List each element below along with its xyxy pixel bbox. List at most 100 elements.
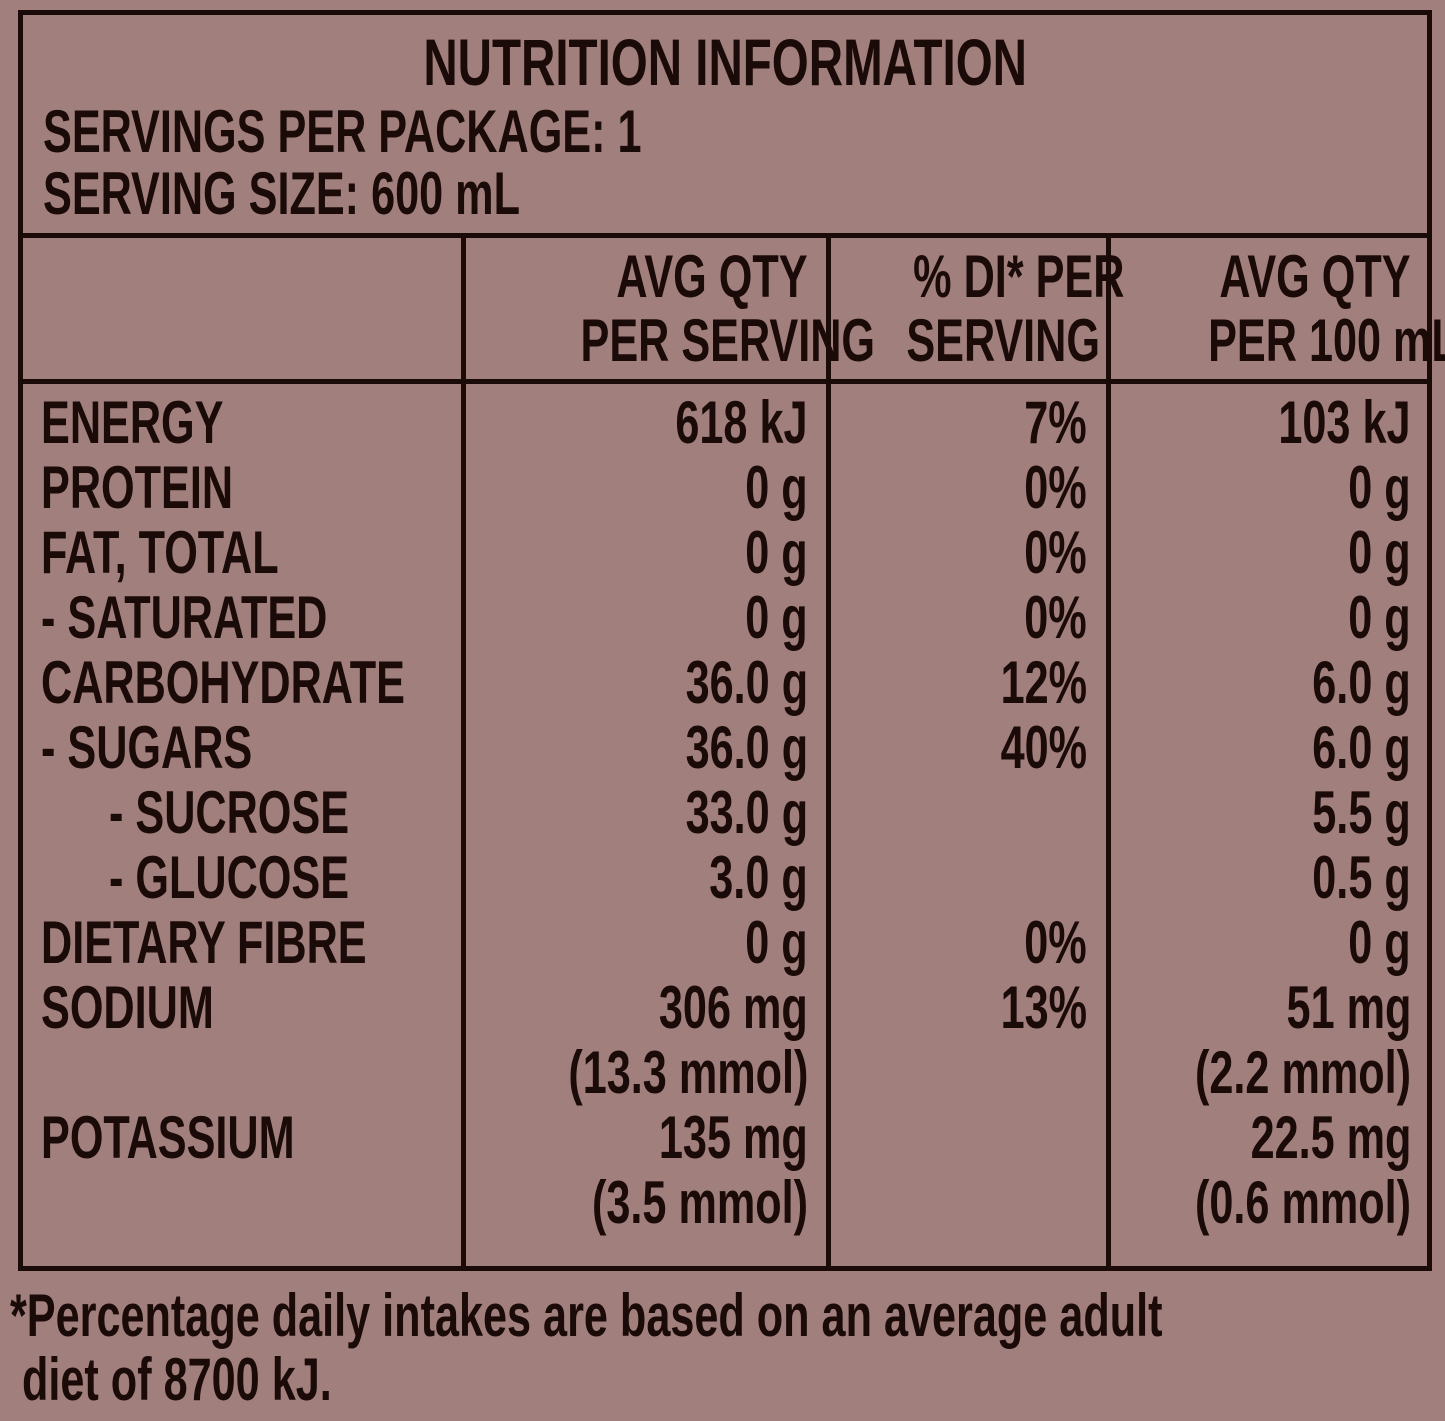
value-text: 0 g <box>1348 519 1411 586</box>
row-label-blank <box>41 1170 461 1235</box>
value-text: (3.5 mmol) <box>591 1169 808 1236</box>
value-cell <box>831 1170 1087 1235</box>
value-text: 6.0 g <box>1312 649 1411 716</box>
label-text: SODIUM <box>41 974 214 1041</box>
value-text: 103 kJ <box>1278 389 1411 456</box>
row-label-sucrose: - SUCROSE <box>41 780 461 845</box>
column-divider-3 <box>1106 233 1111 1266</box>
value-cell: (2.2 mmol) <box>1111 1040 1411 1105</box>
value-text: (2.2 mmol) <box>1195 1039 1412 1106</box>
value-cell <box>831 780 1087 845</box>
footnote-line: *Percentage daily intakes are based on a… <box>10 1282 1163 1349</box>
value-cell: 0 g <box>466 585 808 650</box>
row-label-sodium: SODIUM <box>41 975 461 1040</box>
row-label-dietary-fibre: DIETARY FIBRE <box>41 910 461 975</box>
column-header-line: AVG QTY <box>1219 243 1411 310</box>
value-text: 22.5 mg <box>1250 1104 1411 1171</box>
footnote: *Percentage daily intakes are based on a… <box>10 1284 1445 1412</box>
value-text: 12% <box>1000 649 1087 716</box>
servings-per-package: SERVINGS PER PACKAGE: 1 <box>43 101 874 163</box>
row-label-carbohydrate: CARBOHYDRATE <box>41 650 461 715</box>
value-cell: 0 g <box>1111 455 1411 520</box>
value-cell: 6.0 g <box>1111 650 1411 715</box>
value-text: 0 g <box>1348 584 1411 651</box>
value-text: 0 g <box>745 519 808 586</box>
value-text: 0 g <box>1348 909 1411 976</box>
value-cell: 5.5 g <box>1111 780 1411 845</box>
value-cell: (3.5 mmol) <box>466 1170 808 1235</box>
value-cell: 36.0 g <box>466 650 808 715</box>
value-cell: 135 mg <box>466 1105 808 1170</box>
row-label-saturated: - SATURATED <box>41 585 461 650</box>
value-cell: 0 g <box>466 455 808 520</box>
value-cell: 103 kJ <box>1111 390 1411 455</box>
column-divider-2 <box>826 233 831 1266</box>
column-divider-1 <box>461 233 466 1266</box>
value-cell <box>831 1105 1087 1170</box>
label-text: CARBOHYDRATE <box>41 649 405 716</box>
value-text: 36.0 g <box>685 714 808 781</box>
row-label-glucose: - GLUCOSE <box>41 845 461 910</box>
label-text: DIETARY FIBRE <box>41 909 367 976</box>
value-cell: 0% <box>831 585 1087 650</box>
row-label-fat-total: FAT, TOTAL <box>41 520 461 585</box>
value-cell: 0% <box>831 455 1087 520</box>
value-text: 618 kJ <box>675 389 808 456</box>
value-text: 40% <box>1000 714 1087 781</box>
header-divider <box>23 233 1427 238</box>
value-cell: 0 g <box>466 910 808 975</box>
column-header-line: SERVING <box>906 307 1100 374</box>
value-text: 7% <box>1024 389 1087 456</box>
label-text: FAT, TOTAL <box>41 519 279 586</box>
row-label-blank <box>41 1040 461 1105</box>
value-text: 0 g <box>745 454 808 521</box>
value-cell: (13.3 mmol) <box>466 1040 808 1105</box>
label-text: - SUGARS <box>41 714 253 781</box>
value-text: 306 mg <box>659 974 808 1041</box>
value-cell: 6.0 g <box>1111 715 1411 780</box>
label-text: - GLUCOSE <box>109 844 350 911</box>
column-header-line: PER 100 mL <box>1208 307 1445 374</box>
panel-header: NUTRITION INFORMATION SERVINGS PER PACKA… <box>23 15 1427 237</box>
value-cell: 0% <box>831 520 1087 585</box>
value-text: 6.0 g <box>1312 714 1411 781</box>
value-cell: 0 g <box>1111 910 1411 975</box>
label-text: - SUCROSE <box>109 779 350 846</box>
column-header-di-percent: % DI* PER SERVING <box>831 245 1124 383</box>
per-100ml-values: 103 kJ 0 g 0 g 0 g 6.0 g 6.0 g 5.5 g 0.5… <box>1111 390 1411 1235</box>
value-text: 0 g <box>1348 454 1411 521</box>
column-header-per-100ml: AVG QTY PER 100 mL <box>1111 243 1445 383</box>
row-label-protein: PROTEIN <box>41 455 461 520</box>
di-percent-values: 7% 0% 0% 0% 12% 40% 0% 13% <box>831 390 1087 1235</box>
column-header-line: % DI* PER <box>913 243 1125 310</box>
value-cell: 36.0 g <box>466 715 808 780</box>
value-cell <box>831 1040 1087 1105</box>
nutrition-panel: NUTRITION INFORMATION SERVINGS PER PACKA… <box>18 10 1445 1271</box>
value-cell: (0.6 mmol) <box>1111 1170 1411 1235</box>
value-cell: 33.0 g <box>466 780 808 845</box>
label-text: ENERGY <box>41 389 224 456</box>
column-header-per-serving: AVG QTY PER SERVING <box>466 245 875 383</box>
label-text: - SATURATED <box>41 584 328 651</box>
value-cell <box>831 845 1087 910</box>
value-cell: 7% <box>831 390 1087 455</box>
value-text: 0% <box>1024 519 1087 586</box>
nutrient-labels: ENERGY PROTEIN FAT, TOTAL - SATURATED CA… <box>41 390 461 1235</box>
value-text: (13.3 mmol) <box>567 1039 808 1106</box>
value-cell: 0 g <box>466 520 808 585</box>
title-text: NUTRITION INFORMATION <box>423 25 1027 99</box>
footnote-line: diet of 8700 kJ. <box>10 1346 332 1413</box>
value-text: 51 mg <box>1286 974 1411 1041</box>
value-text: 3.0 g <box>709 844 808 911</box>
value-cell: 0 g <box>1111 520 1411 585</box>
value-cell: 618 kJ <box>466 390 808 455</box>
value-cell: 40% <box>831 715 1087 780</box>
value-cell: 13% <box>831 975 1087 1040</box>
value-text: 13% <box>1000 974 1087 1041</box>
row-label-potassium: POTASSIUM <box>41 1105 461 1170</box>
serving-size-text: SERVING SIZE: 600 mL <box>43 160 520 227</box>
row-label-sugars: - SUGARS <box>41 715 461 780</box>
value-text: (0.6 mmol) <box>1195 1169 1412 1236</box>
value-cell: 0 g <box>1111 585 1411 650</box>
value-text: 0% <box>1024 454 1087 521</box>
